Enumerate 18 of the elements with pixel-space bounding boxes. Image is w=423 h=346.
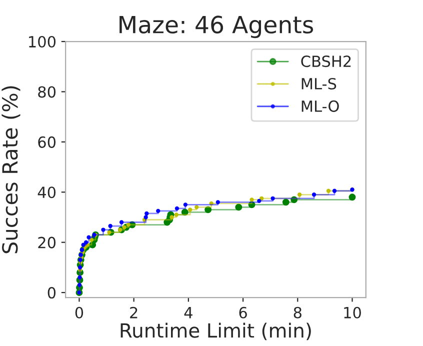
x-tick-label: 2 [130,306,138,318]
y-tick-label: 80 [38,86,56,98]
y-axis-title: Succes Rate (%) [2,86,20,254]
x-tick-label: 10 [344,306,361,318]
x-tick-label: 4 [184,307,192,318]
y-tick-label: 20 [38,236,56,248]
legend-label: ML-O [302,100,339,112]
x-tick-label: 8 [294,306,302,318]
x-tick-label: 6 [239,306,247,318]
legend-label: CBSH2 [301,56,351,68]
x-axis-title: Runtime Limit (min) [120,322,311,340]
x-tick-label: 0 [75,306,84,318]
y-tick-label: 100 [29,36,56,48]
y-tick-label: 0 [48,287,56,299]
chart-title: Maze: 46 Agents [120,16,314,38]
legend-label: ML-S [302,78,336,90]
y-tick-label: 60 [38,136,56,148]
y-tick-label: 40 [38,186,56,198]
